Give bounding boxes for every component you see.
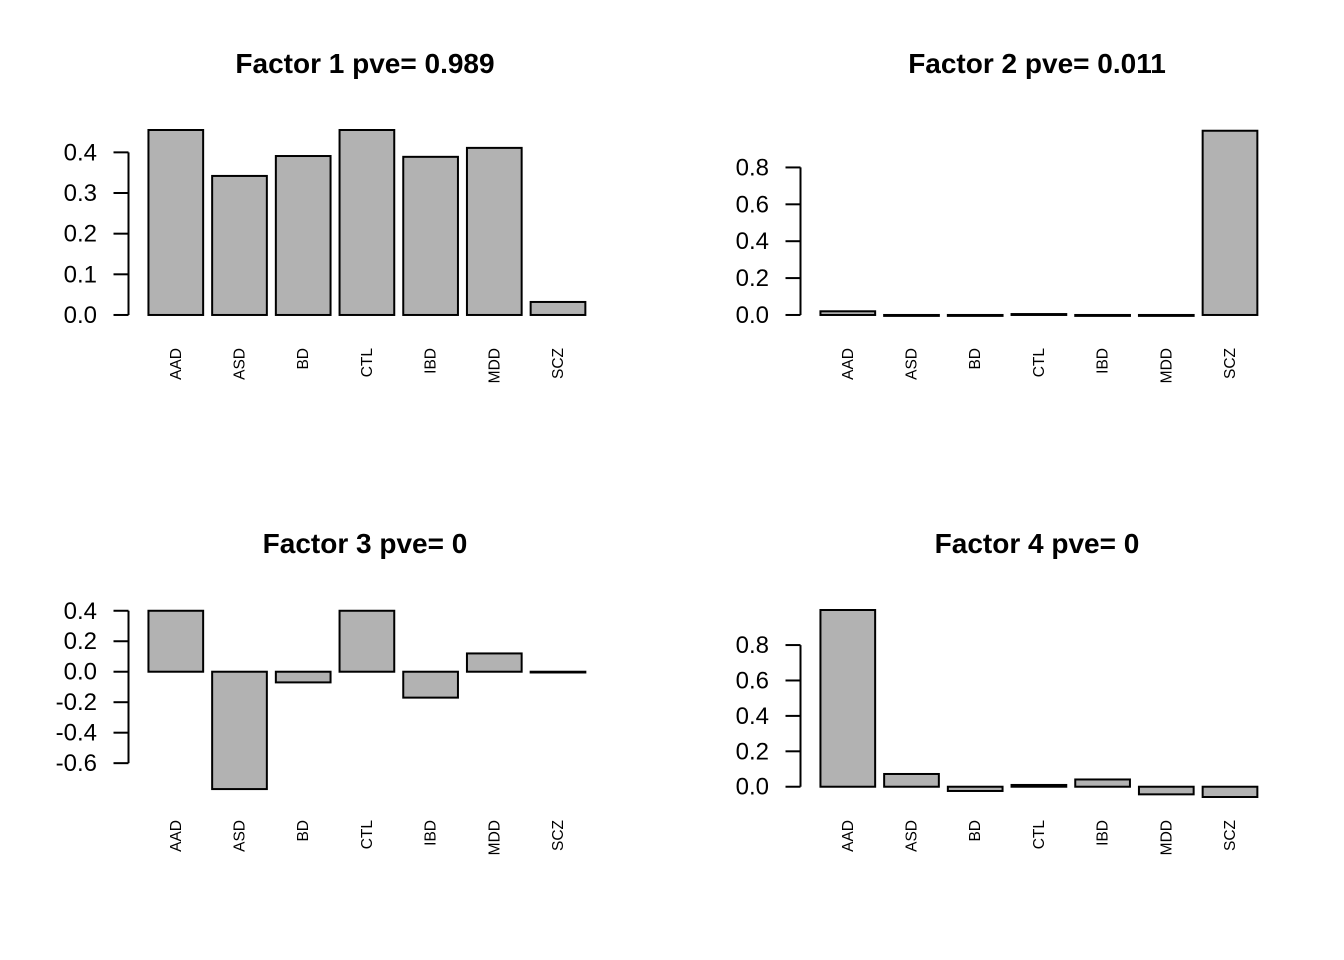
y-tick-label: 0.0: [736, 302, 769, 329]
x-category-label-MDD: MDD: [1158, 348, 1175, 383]
x-category-label-ASD: ASD: [232, 820, 249, 852]
x-category-label-IBD: IBD: [423, 348, 440, 374]
x-category-label-IBD: IBD: [423, 820, 440, 846]
bar-BD: [946, 785, 1004, 792]
y-tick-label: 0.2: [64, 628, 97, 655]
bar-MDD: [1137, 313, 1195, 317]
x-category-label-IBD: IBD: [1095, 820, 1112, 846]
x-category-label-MDD: MDD: [486, 348, 503, 383]
bar-AAD: [147, 609, 205, 673]
x-category-label-BD: BD: [295, 348, 312, 370]
bar-AAD: [147, 129, 205, 316]
bar-MDD: [465, 146, 523, 316]
y-tick-label: -0.6: [56, 750, 97, 777]
bar-ASD: [883, 313, 940, 317]
x-category-label-AAD: AAD: [168, 348, 185, 380]
x-category-label-IBD: IBD: [1095, 348, 1112, 374]
y-tick-label: 0.0: [64, 302, 97, 329]
x-category-label-AAD: AAD: [840, 348, 857, 380]
panel-factor-1: Factor 1 pve= 0.989 0.0 0.1 0.2 0.3 0.4 AAD ASD…: [64, 48, 587, 383]
bar-AAD: [819, 609, 877, 788]
panel-factor-2: Factor 2 pve= 0.011 0.0 0.2 0.4 0.6 0.8 AAD ASD…: [736, 48, 1259, 383]
x-category-label-SCZ: SCZ: [1222, 348, 1239, 379]
panel-title: Factor 2 pve= 0.011: [908, 48, 1166, 79]
y-tick-label: 0.8: [736, 154, 769, 181]
panel-title: Factor 4 pve= 0: [935, 528, 1140, 559]
y-tick-label: 0.1: [64, 261, 97, 288]
bar-SCZ: [1201, 129, 1259, 316]
y-tick-label: 0.2: [64, 221, 97, 248]
panel-factor-4: Factor 4 pve= 0 0.0 0.2 0.4 0.6 0.8 AAD ASD BD CT…: [736, 528, 1259, 855]
bar-CTL: [1010, 313, 1068, 316]
x-category-label-SCZ: SCZ: [1222, 820, 1239, 851]
x-category-label-BD: BD: [967, 348, 984, 370]
y-tick-label: 0.4: [736, 703, 769, 730]
y-tick-label: 0.4: [64, 139, 97, 166]
bar-SCZ: [529, 670, 587, 674]
bar-SCZ: [1201, 785, 1259, 799]
x-category-label-SCZ: SCZ: [550, 820, 567, 851]
x-category-label-CTL: CTL: [359, 348, 376, 378]
x-category-label-ASD: ASD: [904, 820, 921, 852]
y-tick-label: 0.8: [736, 632, 769, 659]
y-tick-label: -0.2: [56, 689, 97, 716]
x-category-label-CTL: CTL: [1031, 820, 1048, 850]
y-tick-label: -0.4: [56, 720, 97, 747]
x-category-label-AAD: AAD: [840, 820, 857, 852]
y-tick-label: 0.3: [64, 180, 97, 207]
y-tick-label: 0.4: [64, 598, 97, 625]
x-category-label-BD: BD: [967, 820, 984, 842]
x-category-label-CTL: CTL: [1031, 348, 1048, 378]
bar-CTL: [338, 609, 396, 673]
panel-factor-3: Factor 3 pve= 0 -0.6 -0.4 -0.2 0.0 0.2 0.4 AAD A…: [56, 528, 587, 855]
bar-ASD: [883, 772, 940, 788]
bar-MDD: [465, 652, 523, 673]
bar-ASD: [211, 174, 268, 316]
bar-MDD: [1137, 785, 1195, 796]
bar-BD: [946, 313, 1004, 317]
panel-title: Factor 1 pve= 0.989: [235, 48, 494, 79]
bar-CTL: [1010, 783, 1068, 788]
y-tick-label: 0.0: [736, 774, 769, 801]
bar-CTL: [338, 129, 396, 316]
bar-AAD: [819, 310, 877, 316]
x-category-label-MDD: MDD: [1158, 820, 1175, 855]
x-category-label-CTL: CTL: [359, 820, 376, 850]
x-category-label-ASD: ASD: [904, 348, 921, 380]
bar-ASD: [211, 670, 268, 791]
x-category-label-BD: BD: [295, 820, 312, 842]
bar-IBD: [1074, 313, 1131, 317]
x-category-label-MDD: MDD: [486, 820, 503, 855]
y-tick-label: 0.0: [64, 659, 97, 686]
y-tick-label: 0.4: [736, 228, 769, 255]
bar-BD: [274, 670, 332, 684]
y-tick-label: 0.6: [736, 667, 769, 694]
panel-title: Factor 3 pve= 0: [263, 528, 468, 559]
x-category-label-AAD: AAD: [168, 820, 185, 852]
bar-SCZ: [529, 300, 587, 316]
bar-IBD: [1074, 778, 1131, 788]
y-tick-label: 0.6: [736, 191, 769, 218]
bar-IBD: [402, 155, 459, 316]
bar-BD: [274, 155, 332, 316]
y-tick-label: 0.2: [736, 265, 769, 292]
y-tick-label: 0.2: [736, 738, 769, 765]
x-category-label-ASD: ASD: [232, 348, 249, 380]
bar-IBD: [402, 670, 459, 699]
x-category-label-SCZ: SCZ: [550, 348, 567, 379]
